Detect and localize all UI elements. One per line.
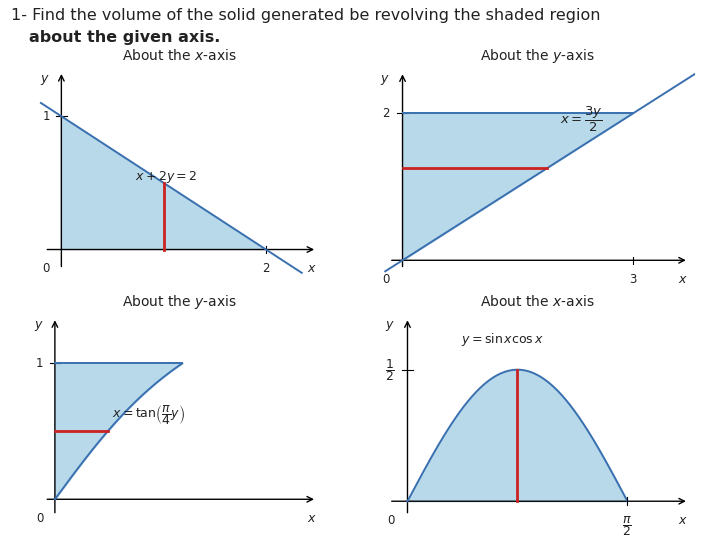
- Text: 0: 0: [387, 514, 395, 527]
- Text: about the given axis.: about the given axis.: [29, 30, 220, 45]
- Title: About the $y$-axis: About the $y$-axis: [122, 293, 236, 311]
- Text: $x$: $x$: [307, 262, 316, 275]
- Text: 2: 2: [262, 262, 270, 275]
- Text: 1: 1: [42, 110, 50, 123]
- Text: 1: 1: [36, 357, 44, 370]
- Text: $x$: $x$: [306, 512, 316, 525]
- Text: $x = \tan\!\left(\dfrac{\pi}{4}y\right)$: $x = \tan\!\left(\dfrac{\pi}{4}y\right)$: [112, 403, 185, 427]
- Text: $x$: $x$: [678, 273, 688, 286]
- Title: About the $y$-axis: About the $y$-axis: [480, 47, 594, 65]
- Text: 3: 3: [629, 273, 637, 286]
- Text: 2: 2: [382, 107, 390, 120]
- Text: $y = \sin x \cos x$: $y = \sin x \cos x$: [460, 331, 543, 348]
- Text: $y$: $y$: [40, 73, 50, 87]
- Text: $x = \dfrac{3y}{2}$: $x = \dfrac{3y}{2}$: [560, 104, 603, 134]
- Text: 0: 0: [382, 273, 390, 286]
- Title: About the $x$-axis: About the $x$-axis: [122, 48, 236, 63]
- Text: $x + 2y = 2$: $x + 2y = 2$: [135, 169, 198, 185]
- Text: 0: 0: [36, 512, 44, 525]
- Title: About the $x$-axis: About the $x$-axis: [480, 294, 594, 309]
- Text: 1- Find the volume of the solid generated be revolving the shaded region: 1- Find the volume of the solid generate…: [11, 8, 600, 23]
- Text: $\dfrac{\pi}{2}$: $\dfrac{\pi}{2}$: [622, 514, 632, 538]
- Text: $y$: $y$: [380, 73, 390, 88]
- Polygon shape: [402, 113, 633, 260]
- Text: $\dfrac{1}{2}$: $\dfrac{1}{2}$: [385, 357, 395, 383]
- Text: $x$: $x$: [678, 514, 688, 527]
- Text: 0: 0: [42, 262, 50, 275]
- Text: $y$: $y$: [385, 319, 395, 333]
- Polygon shape: [62, 117, 266, 249]
- Text: $y$: $y$: [34, 319, 44, 333]
